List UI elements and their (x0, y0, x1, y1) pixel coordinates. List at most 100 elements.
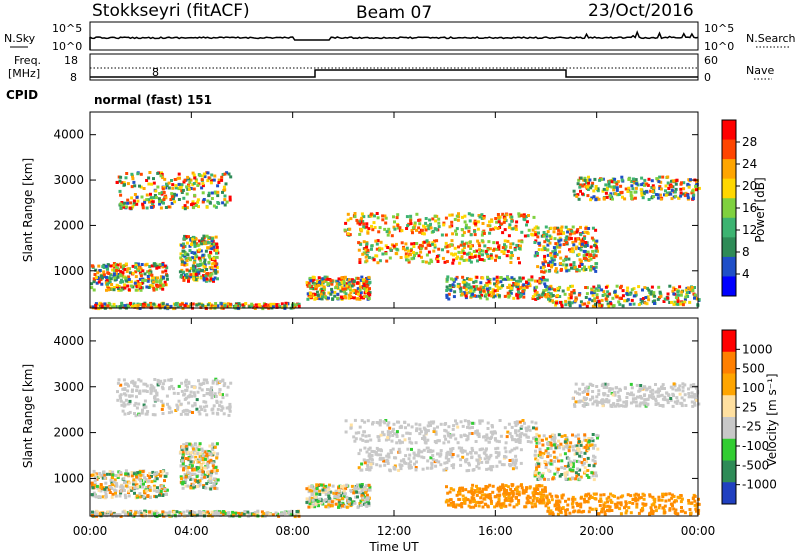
data-cell (151, 512, 155, 516)
data-cell (153, 512, 156, 516)
data-cell (197, 466, 201, 470)
data-cell (674, 508, 678, 512)
data-cell (503, 247, 507, 251)
data-cell (509, 256, 513, 260)
data-cell (415, 251, 419, 255)
data-cell (520, 240, 524, 244)
data-cell (413, 462, 416, 466)
data-cell (431, 217, 435, 221)
data-cell (417, 451, 421, 455)
data-cell (215, 242, 219, 246)
data-cell (121, 280, 125, 284)
data-cell (445, 293, 449, 297)
data-cell (485, 447, 488, 451)
data-cell (109, 264, 113, 268)
data-cell (109, 472, 112, 476)
data-cell (386, 423, 390, 427)
data-cell (477, 487, 481, 491)
data-cell (560, 496, 564, 500)
data-cell (146, 270, 150, 274)
data-cell (576, 237, 580, 241)
data-cell (691, 189, 695, 193)
data-cell (584, 286, 588, 289)
data-cell (192, 272, 196, 276)
data-cell (606, 290, 610, 294)
data-cell (632, 294, 636, 298)
noise-left-tick-top: 10^5 (52, 22, 82, 35)
data-cell (446, 287, 450, 291)
data-cell (99, 278, 103, 282)
data-cell (511, 494, 515, 498)
data-cell (661, 492, 665, 496)
data-cell (667, 393, 671, 397)
data-cell (548, 241, 552, 245)
data-cell (100, 305, 104, 308)
data-cell (635, 505, 639, 509)
data-cell (491, 484, 495, 488)
data-cell (139, 267, 143, 271)
data-cell (677, 293, 681, 297)
data-cell (465, 291, 469, 295)
data-cell (602, 503, 606, 507)
data-cell (164, 492, 168, 496)
data-cell (252, 305, 255, 309)
data-cell (585, 385, 589, 389)
data-cell (469, 247, 473, 250)
data-cell (438, 454, 442, 458)
data-cell (676, 512, 680, 516)
data-cell (569, 249, 573, 253)
data-cell (573, 497, 577, 501)
data-cell (430, 449, 433, 453)
data-cell (507, 225, 511, 229)
data-cell (445, 454, 449, 458)
data-cell (255, 305, 259, 309)
data-cell (670, 197, 674, 201)
data-cell (612, 180, 616, 184)
data-cell (543, 293, 547, 296)
data-cell (677, 495, 681, 499)
data-cell (586, 188, 590, 191)
data-cell (627, 186, 631, 190)
data-cell (197, 470, 201, 474)
data-cell (639, 401, 643, 405)
data-cell (317, 276, 321, 280)
data-cell (478, 457, 482, 460)
data-cell (182, 476, 186, 480)
data-cell (293, 515, 297, 519)
data-cell (365, 225, 369, 229)
data-cell (477, 435, 481, 438)
data-cell (91, 305, 95, 309)
data-cell (589, 268, 592, 272)
data-cell (559, 256, 563, 260)
data-cell (500, 463, 504, 467)
data-cell (651, 512, 655, 515)
data-cell (684, 295, 688, 299)
data-cell (136, 262, 140, 266)
data-cell (208, 279, 212, 283)
data-cell (146, 494, 150, 498)
data-cell (571, 497, 575, 501)
data-cell (201, 449, 205, 453)
data-cell (673, 400, 677, 404)
data-cell (140, 512, 144, 516)
data-cell (597, 300, 601, 304)
data-cell (206, 510, 210, 514)
data-cell (405, 246, 409, 250)
data-cell (162, 201, 165, 205)
data-cell (415, 427, 419, 431)
data-cell (493, 289, 497, 293)
data-cell (142, 187, 146, 190)
data-cell (339, 289, 343, 293)
data-cell (120, 301, 124, 305)
data-cell (645, 190, 649, 194)
data-cell (357, 452, 361, 456)
data-cell (219, 511, 223, 515)
data-cell (324, 295, 327, 299)
data-cell (392, 244, 396, 248)
data-cell (494, 254, 498, 258)
data-cell (141, 485, 144, 489)
data-cell (167, 205, 171, 209)
data-cell (290, 509, 294, 513)
data-cell (482, 289, 486, 293)
data-cell (97, 280, 101, 284)
